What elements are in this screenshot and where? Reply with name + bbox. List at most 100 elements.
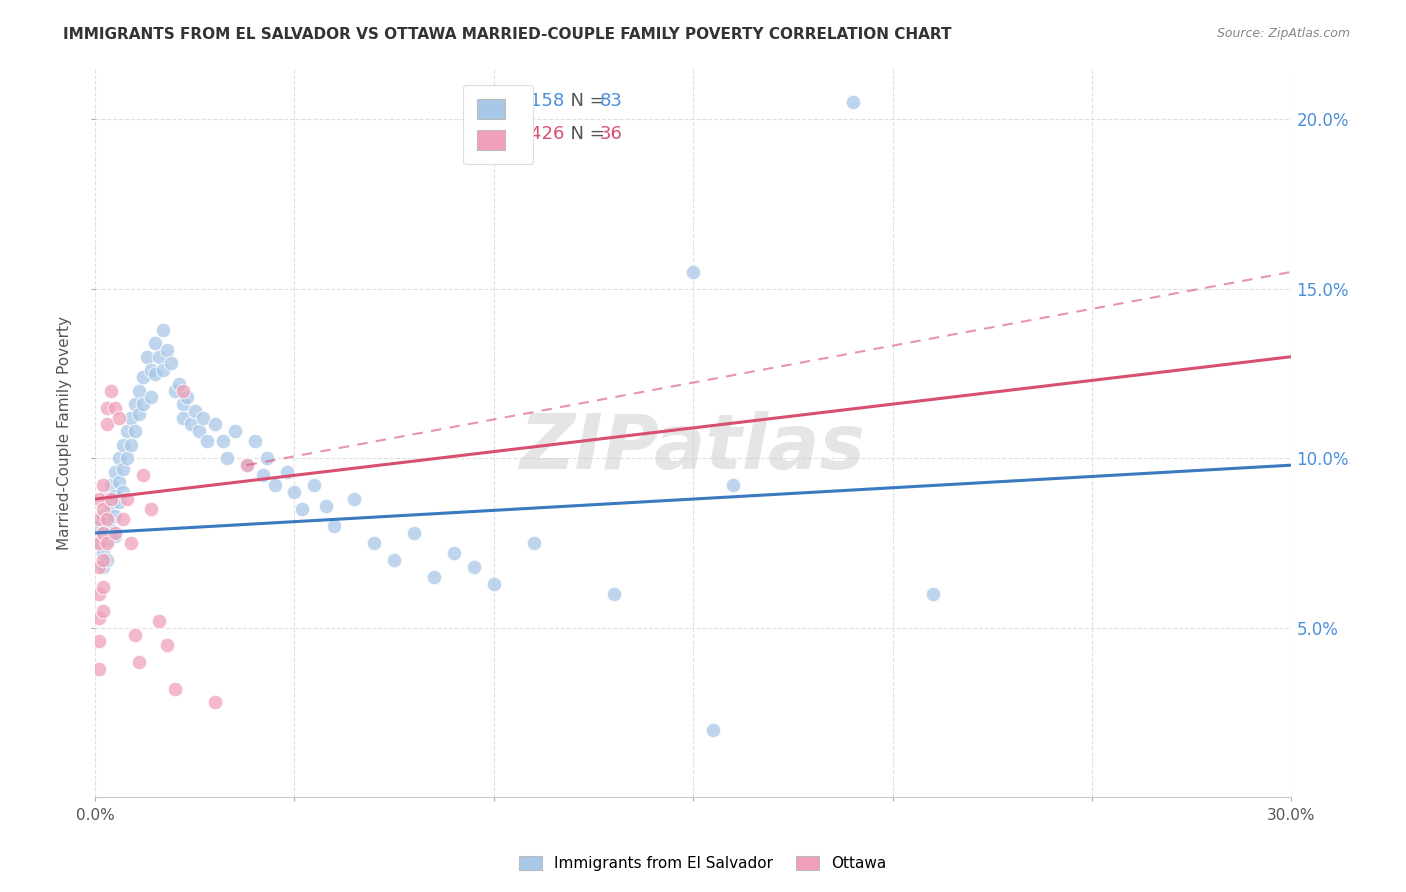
Point (91, 525, 114, 540)
Point (87, 536, 110, 550)
Point (191, 410, 214, 425)
Point (180, 417, 202, 432)
Point (87, 661, 110, 675)
Point (100, 491, 122, 506)
Point (136, 350, 159, 364)
Point (91, 525, 114, 540)
Point (87, 559, 110, 574)
Point (204, 695, 226, 709)
Point (160, 356, 183, 370)
Point (482, 576, 505, 591)
Point (108, 475, 131, 489)
Point (276, 465, 298, 479)
Point (132, 468, 155, 483)
Text: 0.158: 0.158 (513, 92, 565, 111)
Point (124, 424, 146, 438)
Point (115, 424, 138, 438)
Point (104, 465, 127, 479)
Point (263, 478, 285, 492)
Point (104, 525, 127, 540)
Point (96, 512, 118, 526)
Point (172, 397, 194, 411)
Point (139, 502, 162, 516)
Text: IMMIGRANTS FROM EL SALVADOR VS OTTAWA MARRIED-COUPLE FAMILY POVERTY CORRELATION : IMMIGRANTS FROM EL SALVADOR VS OTTAWA MA… (63, 27, 952, 42)
Point (224, 424, 246, 438)
Point (87, 610, 110, 624)
Point (423, 570, 446, 584)
Point (156, 343, 179, 357)
Point (323, 519, 346, 533)
Point (115, 451, 138, 466)
Text: N =: N = (560, 125, 610, 143)
Text: N =: N = (560, 92, 610, 111)
Point (152, 363, 174, 377)
Point (363, 536, 385, 550)
Text: 83: 83 (600, 92, 623, 111)
Point (256, 451, 278, 466)
Point (87, 587, 110, 601)
Point (111, 461, 134, 475)
Point (96, 533, 118, 547)
Point (87, 491, 110, 506)
Point (128, 655, 150, 669)
Point (315, 499, 337, 513)
Point (404, 525, 426, 540)
Point (243, 434, 266, 449)
Point (167, 376, 190, 391)
Point (463, 559, 485, 574)
Point (87, 512, 110, 526)
Point (215, 451, 238, 466)
Point (172, 410, 194, 425)
Point (91, 502, 114, 516)
Point (91, 546, 114, 560)
Point (100, 384, 122, 398)
Point (100, 523, 122, 537)
Point (96, 512, 118, 526)
Point (195, 434, 218, 449)
Point (156, 638, 179, 652)
Legend: , : , (463, 85, 533, 164)
Point (235, 458, 257, 472)
Point (343, 491, 366, 506)
Point (104, 401, 127, 415)
Point (139, 363, 162, 377)
Point (176, 390, 198, 404)
Point (304, 478, 326, 492)
Point (187, 424, 209, 438)
Point (91, 478, 114, 492)
Point (104, 529, 127, 543)
Point (139, 390, 162, 404)
Point (235, 458, 257, 472)
Point (111, 438, 134, 452)
Point (104, 508, 127, 523)
Point (108, 451, 131, 466)
Point (115, 491, 138, 506)
Point (443, 546, 465, 560)
Point (163, 384, 186, 398)
Point (87, 536, 110, 550)
Point (100, 499, 122, 513)
Point (120, 410, 142, 425)
Point (96, 401, 118, 415)
Point (721, 478, 744, 492)
Text: 36: 36 (600, 125, 623, 143)
Point (111, 512, 134, 526)
Point (96, 491, 118, 506)
Point (204, 417, 226, 432)
Point (842, 95, 865, 110)
Point (124, 627, 146, 641)
Point (96, 417, 118, 432)
Point (184, 404, 207, 418)
Text: Source: ZipAtlas.com: Source: ZipAtlas.com (1216, 27, 1350, 40)
Point (120, 438, 142, 452)
Point (382, 553, 405, 567)
Point (152, 322, 174, 336)
Point (91, 580, 114, 594)
Point (252, 468, 274, 483)
Point (172, 384, 194, 398)
Point (104, 489, 127, 503)
Point (96, 553, 118, 567)
Point (100, 478, 122, 492)
Text: R =: R = (472, 92, 510, 111)
Point (148, 614, 170, 628)
